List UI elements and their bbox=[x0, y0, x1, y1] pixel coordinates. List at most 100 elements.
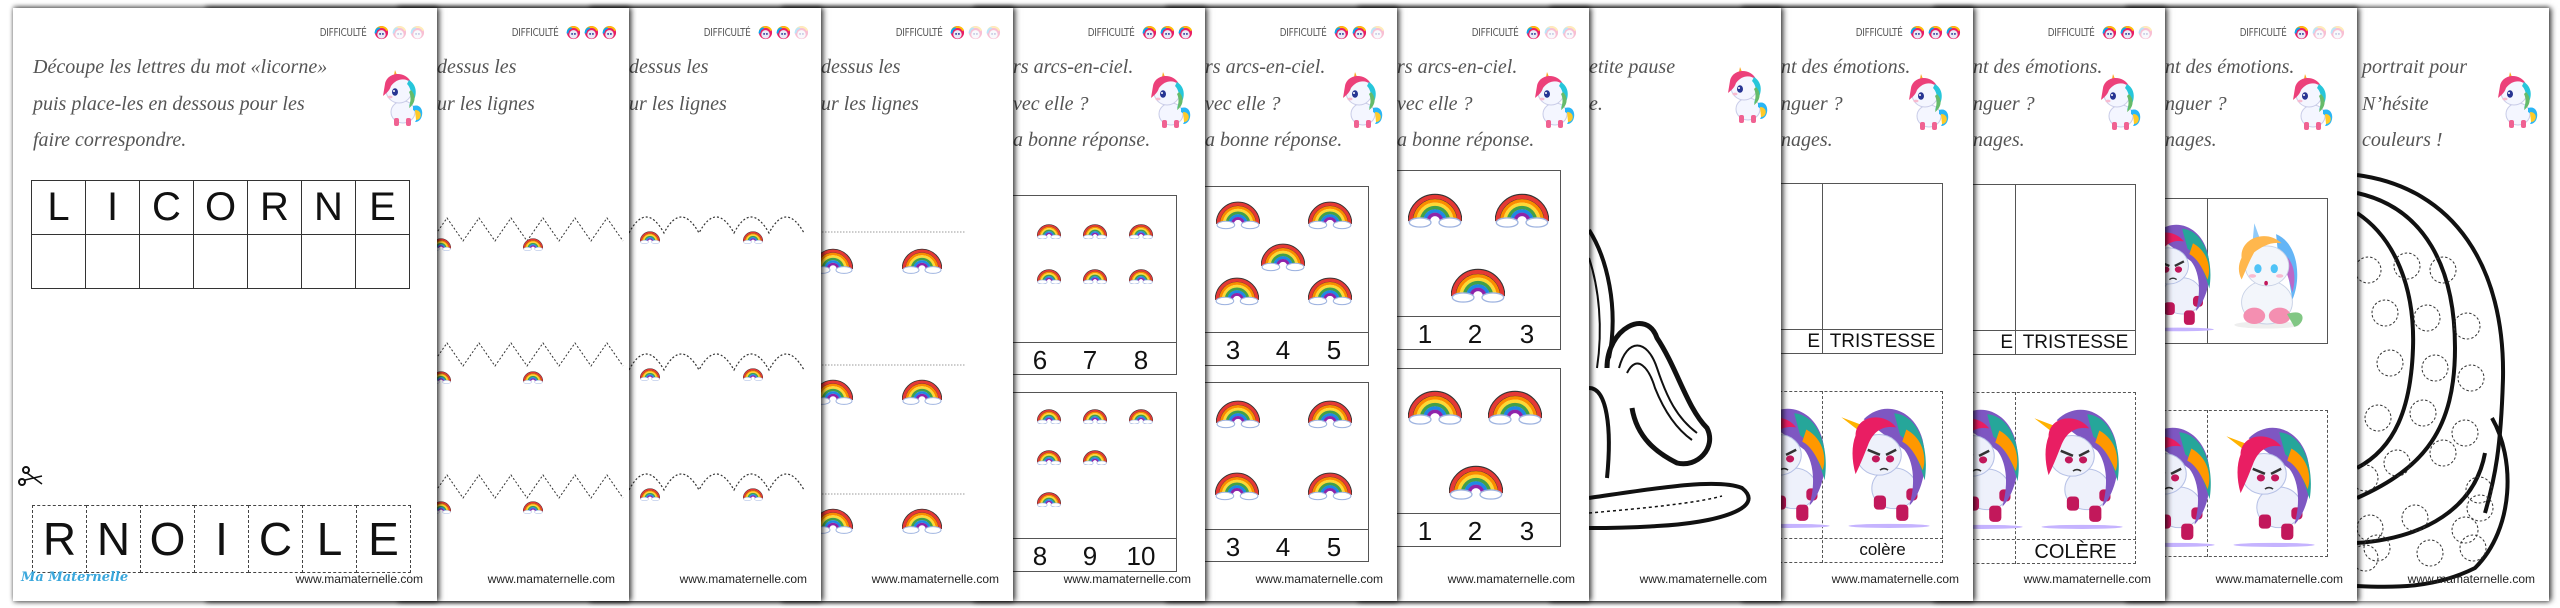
rainbow-image bbox=[640, 364, 660, 381]
footer-url[interactable]: www.mamaternelle.com bbox=[295, 572, 423, 586]
paint-dot-circle[interactable] bbox=[2393, 252, 2421, 280]
answer-option[interactable]: 7 bbox=[1082, 345, 1098, 375]
difficulty-label: DIFFICULTÉ bbox=[896, 26, 943, 39]
paint-dot-circle[interactable] bbox=[2371, 299, 2399, 327]
rainbow-image bbox=[1215, 268, 1259, 305]
empty-letter-slot[interactable] bbox=[193, 234, 248, 289]
paint-dot-circle[interactable] bbox=[2401, 504, 2429, 532]
paint-dot-circle[interactable] bbox=[2413, 304, 2441, 332]
answer-option[interactable]: 2 bbox=[1467, 516, 1483, 546]
answer-option[interactable]: 2 bbox=[1467, 319, 1483, 349]
answer-option[interactable]: 9 bbox=[1082, 541, 1098, 571]
rainbow-image bbox=[1037, 264, 1061, 284]
difficulty-unicorn-icon-faded bbox=[392, 25, 407, 40]
emotion-header-label: E bbox=[2000, 332, 2013, 353]
answer-option[interactable]: 5 bbox=[1326, 532, 1342, 562]
scrambled-letter-card[interactable]: O bbox=[140, 505, 195, 573]
answer-option[interactable]: 3 bbox=[1225, 335, 1241, 365]
paint-dot-circle[interactable] bbox=[2465, 476, 2493, 504]
answer-option[interactable]: 1 bbox=[1417, 516, 1433, 546]
paint-dot-circle[interactable] bbox=[2364, 404, 2392, 432]
empty-letter-slot[interactable] bbox=[247, 234, 302, 289]
footer-url[interactable]: www.mamaternelle.com bbox=[1639, 572, 1767, 586]
scrambled-letter-card[interactable]: I bbox=[194, 505, 249, 573]
paint-dot-circle[interactable] bbox=[2429, 256, 2457, 284]
rainbow-image bbox=[1037, 445, 1061, 465]
footer-url[interactable]: www.mamaternelle.com bbox=[2023, 572, 2151, 586]
paint-dot-circle[interactable] bbox=[2429, 439, 2457, 467]
difficulty-rating: DIFFICULTÉ bbox=[1268, 25, 1385, 40]
emotion-header-label: E bbox=[1807, 331, 1820, 352]
paint-dot-circle[interactable] bbox=[2416, 539, 2444, 567]
difficulty-label: DIFFICULTÉ bbox=[2048, 26, 2095, 39]
paint-dot-circle[interactable] bbox=[2383, 449, 2411, 477]
instruction-line: nages. bbox=[1781, 129, 1833, 151]
answer-option[interactable]: 3 bbox=[1519, 319, 1535, 349]
instruction-line: vec elle ? bbox=[1205, 93, 1281, 115]
difficulty-label: DIFFICULTÉ bbox=[1088, 26, 1135, 39]
answer-option[interactable]: 4 bbox=[1275, 335, 1291, 365]
paint-dot-circle[interactable] bbox=[2376, 349, 2404, 377]
rainbow-image bbox=[1129, 264, 1153, 284]
difficulty-unicorn-icon-filled bbox=[1910, 25, 1925, 40]
footer-url[interactable]: www.mamaternelle.com bbox=[1447, 572, 1575, 586]
paint-dot-circle[interactable] bbox=[2354, 256, 2382, 284]
answer-option[interactable]: 1 bbox=[1417, 319, 1433, 349]
difficulty-unicorn-icon-filled bbox=[2120, 25, 2135, 40]
difficulty-unicorn-icon-filled bbox=[1334, 25, 1349, 40]
divider bbox=[1739, 538, 1943, 539]
footer-url[interactable]: www.mamaternelle.com bbox=[487, 572, 615, 586]
empty-letter-slot[interactable] bbox=[139, 234, 194, 289]
paint-dot-circle[interactable] bbox=[2356, 514, 2384, 542]
footer-url[interactable]: www.mamaternelle.com bbox=[2215, 572, 2343, 586]
footer-url[interactable]: www.mamaternelle.com bbox=[679, 572, 807, 586]
paint-dot-circle[interactable] bbox=[2453, 312, 2481, 340]
scrambled-letter-card[interactable]: N bbox=[86, 505, 141, 573]
answer-option[interactable]: 6 bbox=[1032, 345, 1048, 375]
scrambled-letter-card[interactable]: R bbox=[32, 505, 87, 573]
paint-dot-circle[interactable] bbox=[2459, 534, 2487, 562]
paint-dot-circle[interactable] bbox=[2457, 364, 2485, 392]
instruction-line: couleurs ! bbox=[2362, 129, 2443, 151]
difficulty-label: DIFFICULTÉ bbox=[1280, 26, 1327, 39]
answer-option[interactable]: 4 bbox=[1275, 532, 1291, 562]
paint-dot-circle[interactable] bbox=[2409, 399, 2437, 427]
paint-dot-circle[interactable] bbox=[2363, 534, 2391, 562]
paint-dot-circle[interactable] bbox=[2466, 494, 2494, 522]
empty-letter-slot[interactable] bbox=[355, 234, 410, 289]
instruction-line: e. bbox=[1589, 93, 1603, 115]
footer-url[interactable]: www.mamaternelle.com bbox=[1063, 572, 1191, 586]
empty-letter-slot[interactable] bbox=[85, 234, 140, 289]
paint-dot-circle[interactable] bbox=[2451, 516, 2479, 544]
word-letter-cell: I bbox=[85, 180, 140, 235]
answer-option[interactable]: 5 bbox=[1326, 335, 1342, 365]
difficulty-unicorn-icon-faded bbox=[2312, 25, 2327, 40]
footer-url[interactable]: www.mamaternelle.com bbox=[1255, 572, 1383, 586]
difficulty-rating: DIFFICULTÉ bbox=[1844, 25, 1961, 40]
answer-option[interactable]: 10 bbox=[1126, 541, 1156, 571]
paint-dot-circle[interactable] bbox=[2451, 419, 2479, 447]
difficulty-rating: DIFFICULTÉ bbox=[692, 25, 809, 40]
footer-url[interactable]: www.mamaternelle.com bbox=[1831, 572, 1959, 586]
footer-url[interactable]: www.mamaternelle.com bbox=[2407, 572, 2535, 586]
footer-url[interactable]: www.mamaternelle.com bbox=[871, 572, 999, 586]
empty-letter-slot[interactable] bbox=[31, 234, 86, 289]
answer-option[interactable]: 8 bbox=[1032, 541, 1048, 571]
rainbow-image bbox=[902, 240, 942, 274]
unicorn-sticker-image bbox=[1335, 68, 1385, 130]
rainbow-image bbox=[743, 484, 763, 501]
scrambled-letter-card[interactable]: L bbox=[302, 505, 357, 573]
sad-unicorn-image bbox=[2221, 216, 2313, 334]
answer-option[interactable]: 8 bbox=[1133, 345, 1149, 375]
difficulty-unicorn-icon-faded bbox=[1544, 25, 1559, 40]
empty-letter-slot[interactable] bbox=[301, 234, 356, 289]
scrambled-letter-card[interactable]: C bbox=[248, 505, 303, 573]
scrambled-letter-card[interactable]: E bbox=[356, 505, 411, 573]
difficulty-unicorn-icon-faded bbox=[1370, 25, 1385, 40]
answer-option[interactable]: 3 bbox=[1519, 516, 1535, 546]
paint-dot-circle[interactable] bbox=[2421, 354, 2449, 382]
worksheet-page-1[interactable]: DIFFICULTÉ Découpe les lettres du mot «l… bbox=[13, 8, 437, 601]
answer-option[interactable]: 3 bbox=[1225, 532, 1241, 562]
instruction-line: dessus les bbox=[821, 56, 901, 78]
